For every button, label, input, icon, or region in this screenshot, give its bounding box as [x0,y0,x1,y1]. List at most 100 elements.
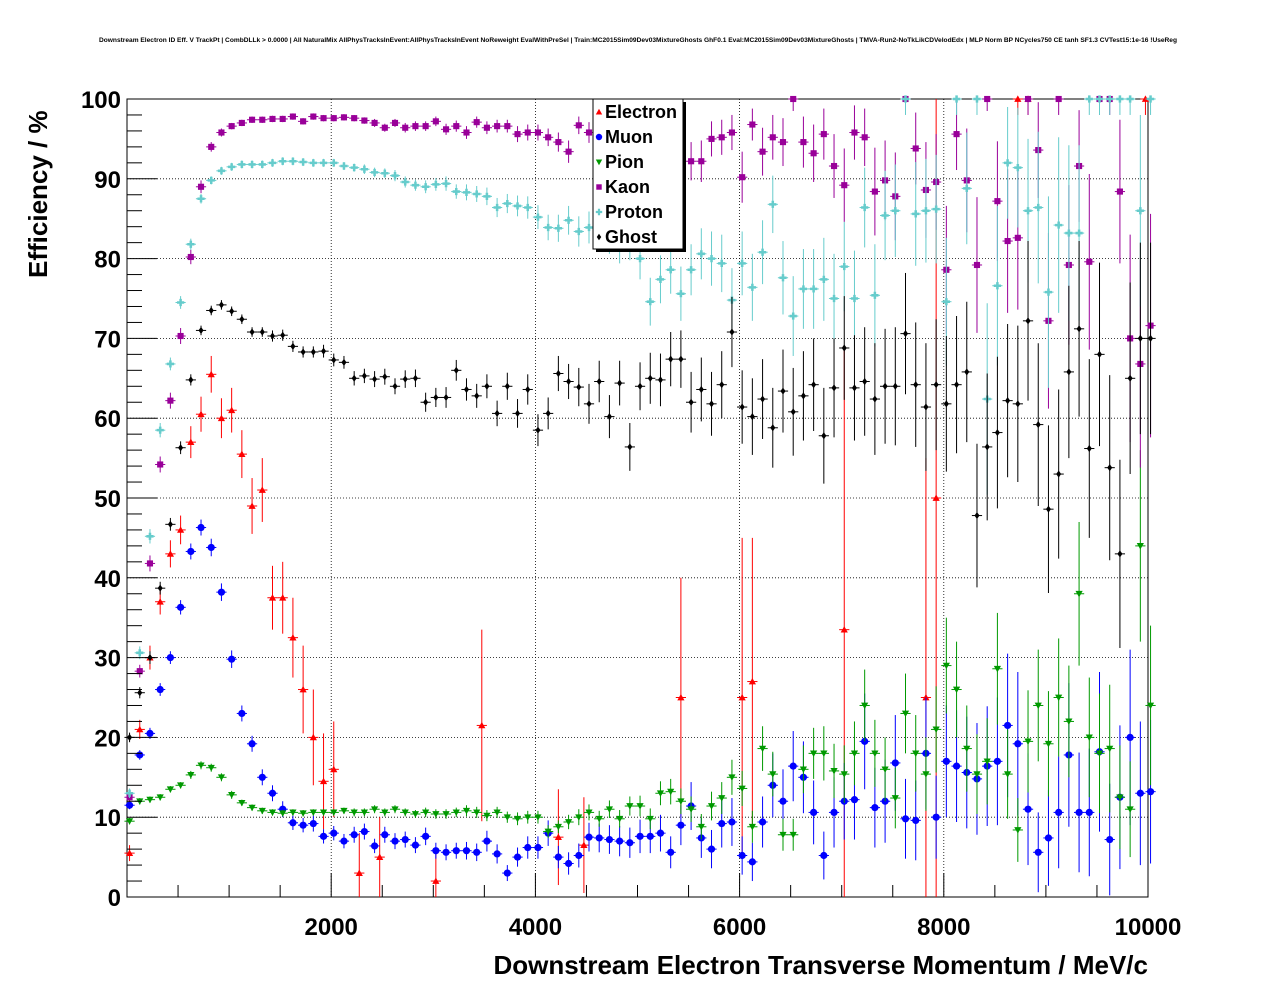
ghost-point [512,399,523,428]
ghost-point [828,338,840,438]
proton-marker [952,95,961,103]
electron-point [226,387,237,433]
proton-point [563,205,574,235]
proton-marker [585,223,593,232]
ghost-point [440,387,452,408]
proton-point [747,253,758,321]
proton-point [543,214,554,241]
pion-point [1012,798,1023,862]
muon-point [563,852,574,875]
kaon-marker [381,124,388,131]
legend-label-electron: Electron [605,102,677,122]
pion-point [124,817,135,825]
pion-point [206,763,217,772]
pion-point [859,669,870,742]
pion-point [277,810,288,817]
proton-point [318,158,329,167]
electron-marker [840,626,848,633]
pion-marker [1014,827,1022,834]
muon-marker [718,819,726,828]
ghost-point [604,395,615,439]
pion-marker [524,814,532,821]
kaon-marker [830,162,838,170]
ghost-marker [566,377,572,386]
ghost-marker [800,392,806,400]
pion-point [645,808,656,830]
y-tick-label-2: 20 [94,725,121,752]
pion-point [1135,450,1146,642]
pion-point [716,782,727,815]
proton-point [195,193,207,204]
pion-point [338,807,350,815]
pion-marker [411,811,420,818]
axis-ticks: 0 10 20 30 40 50 60 70 80 90 100 2000 4000 6000 8000 10… [81,87,1181,941]
proton-point [910,162,921,266]
proton-marker [432,180,440,188]
muon-point [481,830,493,852]
kaon-point [747,108,758,141]
muon-marker [952,762,961,770]
pion-point [788,818,799,851]
pion-marker [422,809,430,817]
ghost-marker [586,400,592,408]
ghost-point [1094,262,1105,447]
ghost-point [563,363,574,400]
proton-marker [810,285,818,293]
ghost-point [308,346,319,358]
ghost-point [747,378,758,455]
electron-marker [136,725,144,733]
ghost-point [951,316,962,454]
electron-marker [1014,95,1022,102]
pion-marker [238,799,246,807]
proton-point [900,95,911,115]
ghost-point [226,306,237,317]
ghost-point [502,372,513,400]
electron-marker [238,450,246,457]
kaon-point [798,116,809,168]
muon-marker [1055,808,1063,817]
pion-point [553,820,564,834]
ghost-point [328,353,339,367]
ghost-marker [729,328,735,336]
ghost-marker [433,393,439,402]
proton-marker [656,275,665,283]
kaon-marker [157,461,164,468]
proton-marker [707,255,716,263]
proton-marker [166,360,174,368]
muon-point [614,825,625,857]
muon-point [941,705,952,818]
pion-marker [1004,771,1012,778]
y-axis-label: Efficiency / % [23,110,53,278]
electron-marker [217,414,226,422]
proton-point [1002,106,1013,219]
x-axis-label: Downstream Electron Transverse Momentum … [493,950,1148,980]
ghost-marker [351,374,357,382]
ghost-marker [1086,444,1092,453]
proton-point [257,160,268,169]
proton-point [379,168,390,179]
pion-marker [983,758,991,765]
proton-point [573,216,584,247]
proton-point [440,176,452,191]
muon-point [522,836,533,859]
kaon-marker [688,158,695,165]
proton-marker [861,203,869,212]
proton-marker [758,248,767,256]
proton-marker [411,181,420,189]
pion-point [747,810,758,843]
proton-point [553,214,564,242]
electron-marker [355,869,363,876]
kaon-marker [473,119,480,126]
muon-marker [258,773,266,781]
proton-marker [718,259,726,267]
ghost-marker [1015,400,1021,408]
muon-marker [432,847,440,855]
proton-point [961,132,972,245]
muon-marker [340,837,348,845]
legend-label-proton: Proton [605,202,663,222]
proton-point [287,157,299,166]
ghost-point [685,371,697,433]
kaon-point [400,122,411,133]
ghost-point [941,336,952,472]
proton-marker [197,195,205,203]
